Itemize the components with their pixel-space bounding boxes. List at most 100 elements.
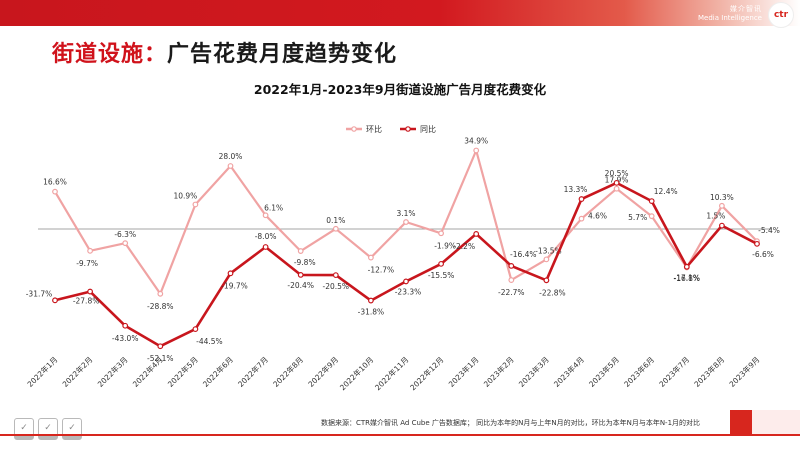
legend-marker-0 (351, 126, 357, 132)
data-label-0-15: 4.6% (588, 212, 607, 221)
data-label-1-13: -16.4% (510, 250, 537, 259)
x-tick-label: 2023年8月 (692, 354, 727, 389)
data-point-1-16 (613, 179, 620, 186)
x-tick-label: 2022年7月 (235, 354, 270, 389)
data-point-1-8 (332, 272, 339, 279)
ctr-logo: ctr (768, 2, 794, 28)
data-point-1-15 (578, 196, 585, 202)
data-label-1-10: -23.3% (395, 287, 422, 296)
data-point-0-10 (403, 219, 409, 225)
data-point-0-12 (473, 147, 480, 154)
data-point-0-6 (262, 212, 269, 219)
x-tick-label: 2022年1月 (25, 354, 60, 389)
data-point-1-4 (192, 326, 199, 333)
data-point-0-9 (368, 254, 374, 261)
x-tick-label: 2023年9月 (727, 354, 762, 389)
x-tick-label: 2022年11月 (372, 354, 410, 392)
data-label-1-15: 13.3% (564, 185, 588, 194)
data-point-1-10 (403, 278, 409, 285)
data-label-0-4: 10.9% (173, 191, 197, 200)
legend-marker-1 (405, 126, 411, 132)
certification-badges: ✓ ✓ ✓ (14, 415, 86, 440)
data-label-0-6: 6.1% (264, 203, 283, 212)
data-label-1-18: -16.8% (674, 274, 701, 283)
data-point-1-9 (368, 297, 374, 304)
x-tick-label: 2023年6月 (622, 354, 657, 389)
data-label-1-17: 12.4% (654, 187, 678, 196)
data-label-0-0: 16.6% (43, 178, 67, 187)
data-label-1-14: -22.8% (539, 288, 566, 297)
data-point-0-3 (157, 290, 164, 297)
data-label-0-17: 5.7% (628, 213, 647, 222)
chart-title: 2022年1月-2023年9月街道设施广告月度花费变化 (253, 82, 547, 97)
page-title-subject: 广告花费月度趋势变化 (167, 42, 398, 67)
legend-label-0: 环比 (366, 124, 382, 134)
data-label-1-3: -52.1% (147, 354, 174, 363)
data-point-0-13 (508, 277, 515, 283)
data-point-1-5 (227, 270, 234, 277)
certification-badge-icon: ✓ (38, 418, 58, 440)
data-point-1-20 (754, 240, 760, 247)
data-label-0-8: 0.1% (326, 216, 345, 225)
data-point-0-11 (438, 230, 445, 237)
x-tick-label: 2023年1月 (446, 354, 481, 389)
data-point-0-8 (332, 225, 339, 232)
legend-label-1: 同比 (420, 124, 436, 134)
brand-text: 媒介智讯 Media Intelligence (698, 5, 762, 23)
top-banner (0, 0, 800, 26)
x-tick-label: 2022年9月 (306, 354, 341, 389)
footer-rule (0, 434, 800, 436)
brand-name-cn: 媒介智讯 (730, 5, 762, 13)
certification-badge-icon: ✓ (14, 418, 34, 440)
data-point-0-0 (52, 188, 58, 195)
data-label-0-5: 28.0% (219, 152, 243, 161)
data-point-1-6 (262, 244, 269, 250)
data-label-1-12: -2.2% (453, 242, 475, 251)
data-point-0-1 (87, 247, 93, 254)
data-point-1-2 (122, 322, 129, 329)
data-point-0-17 (648, 213, 655, 220)
data-point-0-19 (719, 202, 725, 209)
data-label-0-9: -12.7% (368, 266, 395, 275)
x-tick-label: 2023年4月 (551, 354, 586, 389)
data-point-0-15 (578, 215, 585, 222)
data-point-1-14 (543, 277, 550, 284)
data-label-0-1: -9.7% (76, 259, 98, 268)
data-point-1-0 (52, 297, 58, 304)
page-title-topic: 街道设施： (52, 42, 168, 67)
data-point-0-5 (227, 163, 234, 169)
data-point-0-16 (613, 185, 620, 192)
data-label-1-0: -31.7% (26, 289, 53, 298)
brand-name-en: Media Intelligence (698, 14, 762, 22)
data-point-0-7 (297, 248, 304, 254)
data-point-1-13 (508, 263, 515, 269)
data-point-1-17 (648, 198, 655, 205)
x-tick-label: 2022年10月 (337, 354, 375, 392)
x-tick-label: 2022年6月 (200, 354, 235, 389)
data-point-0-2 (122, 240, 129, 247)
data-label-1-2: -43.0% (112, 334, 139, 343)
data-label-1-8: -20.5% (323, 282, 350, 291)
data-label-0-3: -28.8% (147, 302, 174, 311)
data-label-1-9: -31.8% (358, 308, 385, 317)
footer-accent (730, 410, 800, 434)
data-point-1-1 (87, 288, 93, 295)
data-label-0-13: -22.7% (498, 288, 525, 297)
data-label-1-7: -20.4% (287, 281, 314, 290)
x-tick-label: 2022年3月 (95, 354, 130, 389)
data-label-1-11: -15.5% (428, 271, 455, 280)
data-label-1-16: 20.5% (605, 169, 629, 178)
x-tick-label: 2022年12月 (408, 354, 446, 392)
data-label-1-6: -8.0% (255, 232, 277, 241)
data-point-1-7 (297, 272, 304, 278)
data-label-1-19: 1.5% (706, 212, 725, 221)
data-label-1-1: -27.8% (73, 297, 100, 306)
data-point-1-11 (438, 260, 445, 267)
data-point-1-18 (683, 263, 690, 270)
x-tick-label: 2023年7月 (657, 354, 692, 389)
data-point-0-4 (192, 201, 199, 208)
data-point-1-19 (719, 222, 725, 229)
data-point-0-14 (543, 256, 550, 263)
data-point-1-12 (473, 231, 480, 237)
